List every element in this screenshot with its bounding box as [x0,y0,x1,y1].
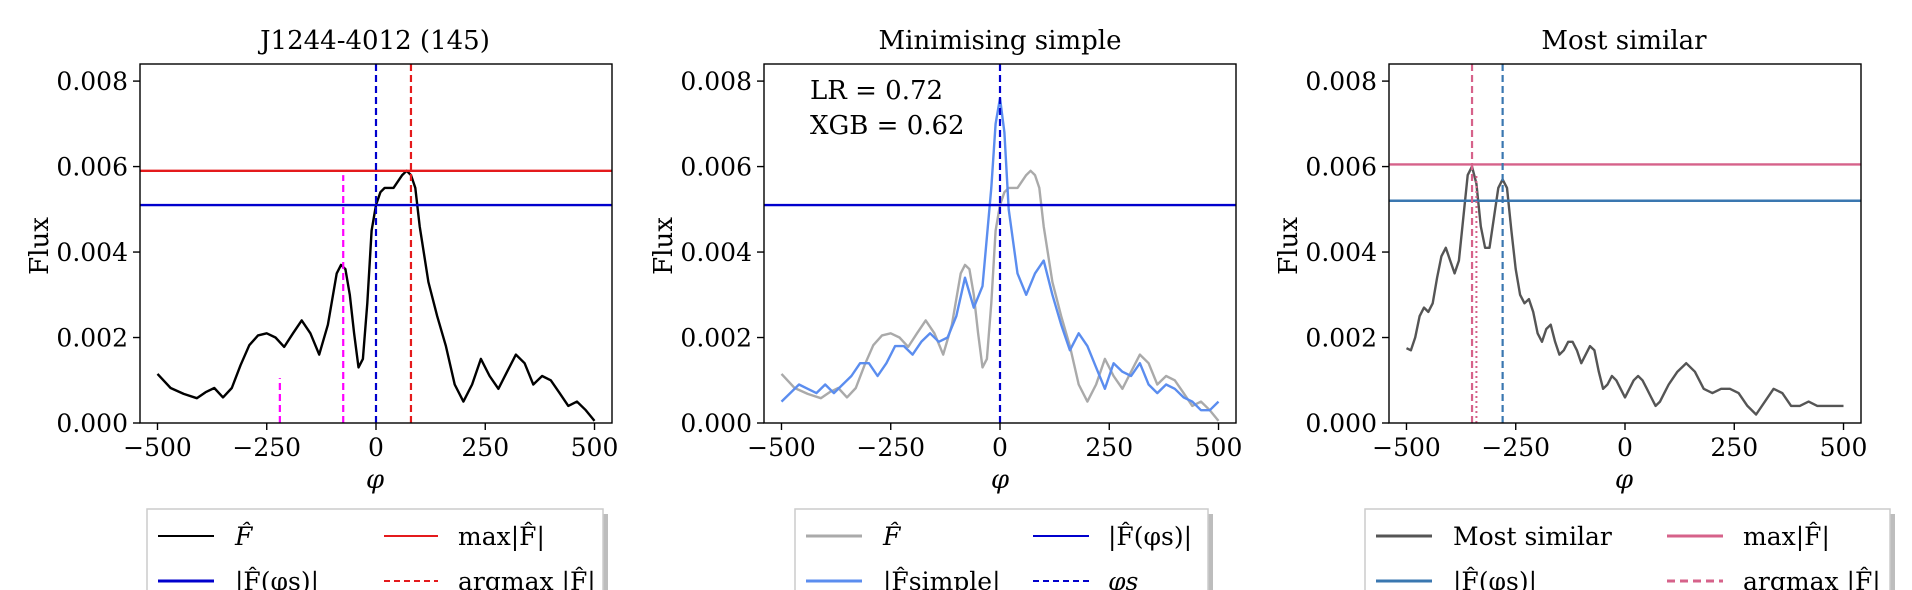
legend-2-label-3: φs [1108,567,1138,590]
panel-2-legend-box [794,508,1209,590]
legend-2-label-1: |F̂(φs)| [1108,522,1192,552]
panel-2-title: Minimising simple [879,26,1122,56]
p3-ytick-label-0: 0.000 [1305,409,1377,438]
p2-ytick-label-1: 0.002 [680,324,752,353]
p3-ytick-label-1: 0.002 [1305,324,1377,353]
panel-2-legend: F̂ |F̂(φs)| |F̂simple| φs [794,508,1213,590]
p1-xtick-label-3: 250 [461,433,509,462]
legend-1-label-0: F̂ [234,522,254,551]
legend-3-label-3: argmax |F̂| [1743,567,1881,590]
legend-1-label-3: argmax |F̂| [458,567,596,590]
panel-1-legend-box [146,508,604,590]
panel-1-legend: F̂ max|F̂| |F̂(φs)| argmax |F̂| [146,508,608,590]
p1-xtick-label-4: 500 [571,433,619,462]
p2-ytick-label-4: 0.008 [680,67,752,96]
p3-xtick-label-2: 0 [1617,433,1633,462]
panel-3-title: Most similar [1541,26,1707,56]
panel-2-xlabel: φ [991,465,1010,495]
panel-2-plot: −500 −250 0 250 500 0.000 0.002 0.004 0.006 0.008 [680,63,1243,462]
panel-3-xlabel: φ [1615,465,1634,495]
p3-series-0-line [1405,165,1844,416]
p2-ytick-label-2: 0.004 [680,238,752,267]
panel-2-annotation-lr: LR = 0.72 [810,76,943,106]
panel-3: Most similar Flux φ −500 −250 0 250 500 0.000… [1274,26,1895,590]
p1-ytick-label-2: 0.004 [56,238,128,267]
p3-ytick-label-2: 0.004 [1305,238,1377,267]
p2-xtick-label-2: 0 [992,433,1008,462]
legend-1-label-1: max|F̂| [458,522,545,552]
p3-xtick-label-1: −250 [1481,433,1550,462]
panel-1-xlabel: φ [366,465,385,495]
p2-ytick-label-0: 0.000 [680,409,752,438]
panel-1: J1244-4012 (145) Flux φ −500 −250 0 250 500 0… [25,26,618,590]
panel-3-legend: Most similar max|F̂| |F̂(φs)| argmax |F̂… [1364,508,1895,590]
p2-ytick-label-3: 0.006 [680,153,752,182]
p2-xtick-label-4: 500 [1195,433,1243,462]
panel-3-legend-box [1364,508,1891,590]
p2-xtick-label-0: −500 [747,433,816,462]
panel-3-ylabel: Flux [1274,217,1304,275]
legend-3-label-0: Most similar [1453,522,1612,551]
p1-xtick-label-0: −500 [123,433,192,462]
panel-1-plot: −500 −250 0 250 500 0.000 0.002 0.004 0.006 0.008 [56,63,619,462]
p1-ytick-label-0: 0.000 [56,409,128,438]
p2-xtick-label-3: 250 [1085,433,1133,462]
p1-ytick-label-3: 0.006 [56,153,128,182]
p3-ytick-label-4: 0.008 [1305,67,1377,96]
legend-2-label-2: |F̂simple| [883,567,1001,590]
legend-2-label-0: F̂ [882,522,902,551]
legend-1-label-2: |F̂(φs)| [235,567,319,590]
panel-2-ylabel: Flux [649,217,679,275]
panel-2-annotation-xgb: XGB = 0.62 [810,111,965,141]
panel-3-plot: −500 −250 0 250 500 0.000 0.002 0.004 0.006 0.008 [1305,63,1868,462]
p2-xtick-label-1: −250 [856,433,925,462]
panel-2: Minimising simple Flux φ LR = 0.72 XGB =… [649,26,1242,590]
panel-1-ylabel: Flux [25,217,55,275]
p3-ytick-label-3: 0.006 [1305,153,1377,182]
p1-xtick-label-2: 0 [368,433,384,462]
panel-1-title: J1244-4012 (145) [257,26,490,56]
legend-3-label-2: |F̂(φs)| [1453,567,1537,590]
p3-xtick-label-4: 500 [1820,433,1868,462]
p3-xtick-label-3: 250 [1710,433,1758,462]
p1-ytick-label-1: 0.002 [56,324,128,353]
legend-3-label-1: max|F̂| [1743,522,1830,552]
p1-xtick-label-1: −250 [232,433,301,462]
p1-ytick-label-4: 0.008 [56,67,128,96]
p3-xtick-label-0: −500 [1372,433,1441,462]
